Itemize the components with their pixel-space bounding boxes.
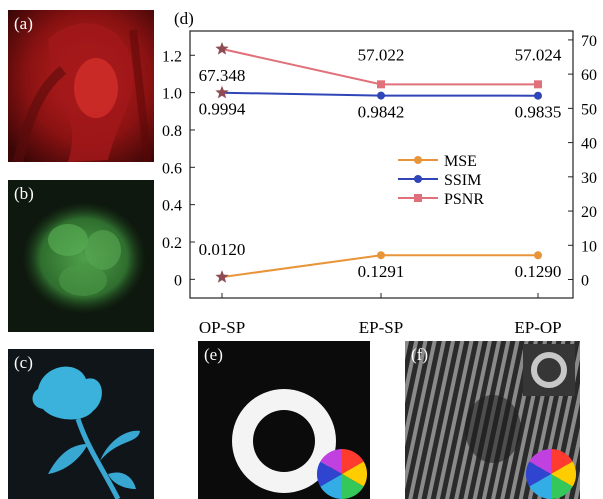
star-marker-mse [215,270,229,283]
right-tick-label: 50 [581,101,597,118]
panel-b-label: (b) [14,184,34,203]
panel-c-label: (c) [14,353,33,372]
x-tick-label: EP-OP [514,318,561,337]
right-tick-label: 60 [581,67,597,84]
data-label-mse: 0.1290 [515,262,562,281]
panel-a-red-image: (a) [8,10,154,162]
star-marker-psnr [215,41,229,55]
cyan-rose-image [8,349,154,499]
fringe-pattern-with-donut-inset-and-color-wheel [405,341,580,499]
color-wheel-icon [316,448,368,499]
panel-a-label: (a) [14,14,33,33]
panel-f-fringe-image: (f) [405,341,580,499]
data-label-ssim: 0.9835 [515,103,562,122]
data-label-psnr: 67.348 [199,66,246,85]
left-tick-label: 0.6 [162,160,182,177]
data-label-ssim: 0.9994 [199,100,246,119]
green-flower-image [8,180,154,332]
left-tick-label: 0.4 [162,198,182,215]
point-mse [534,251,542,260]
left-tick-label: 0 [174,272,182,289]
panel-e-label: (e) [204,345,223,364]
point-ssim [377,91,385,100]
panel-c-cyan-image: (c) [8,349,154,499]
point-psnr [534,80,542,89]
right-tick-label: 30 [581,170,597,187]
left-tick-label: 0.2 [162,235,182,252]
point-mse [377,251,385,260]
color-wheel-icon [525,448,577,499]
point-psnr [377,80,385,89]
data-label-psnr: 57.024 [515,45,562,64]
left-tick-label: 0.8 [162,123,182,140]
data-label-ssim: 0.9842 [358,103,405,122]
data-label-psnr: 57.022 [358,45,405,64]
star-marker-ssim [215,85,229,99]
right-tick-label: 10 [581,238,597,255]
data-label-mse: 0.1291 [358,262,405,281]
point-ssim [534,91,542,100]
x-tick-label: EP-SP [359,318,403,337]
donut-inset-icon [523,344,575,396]
legend-marker-psnr [414,194,422,202]
legend: MSE SSIM PSNR [398,153,484,208]
right-tick-label: 0 [581,273,589,290]
panel-f-label: (f) [411,345,428,364]
right-tick-label: 20 [581,204,597,221]
panel-d-label: (d) [174,9,194,28]
panel-d-chart: (d) 0 0.2 0.4 0.6 0.8 1.0 1.2 0 10 20 30 40 50 60 70 … [160,0,603,338]
left-tick-label: 1.0 [162,86,182,103]
right-tick-label: 70 [581,33,597,50]
metrics-chart: (d) 00.20.40.60.81.01.2 010203040506070 … [162,9,597,337]
panel-b-green-image: (b) [8,180,154,332]
panel-e-ring-image: (e) [198,341,370,499]
red-lena-image [8,10,154,162]
legend-marker-ssim [414,175,422,183]
left-tick-label: 1.2 [162,48,182,65]
legend-label-psnr: PSNR [444,191,484,208]
data-label-mse: 0.0120 [199,240,246,259]
x-tick-label: OP-SP [199,318,245,337]
right-tick-label: 40 [581,136,597,153]
white-ring-with-color-wheel [198,341,370,499]
legend-label-mse: MSE [444,153,477,170]
legend-label-ssim: SSIM [444,172,481,189]
legend-marker-mse [414,156,422,164]
